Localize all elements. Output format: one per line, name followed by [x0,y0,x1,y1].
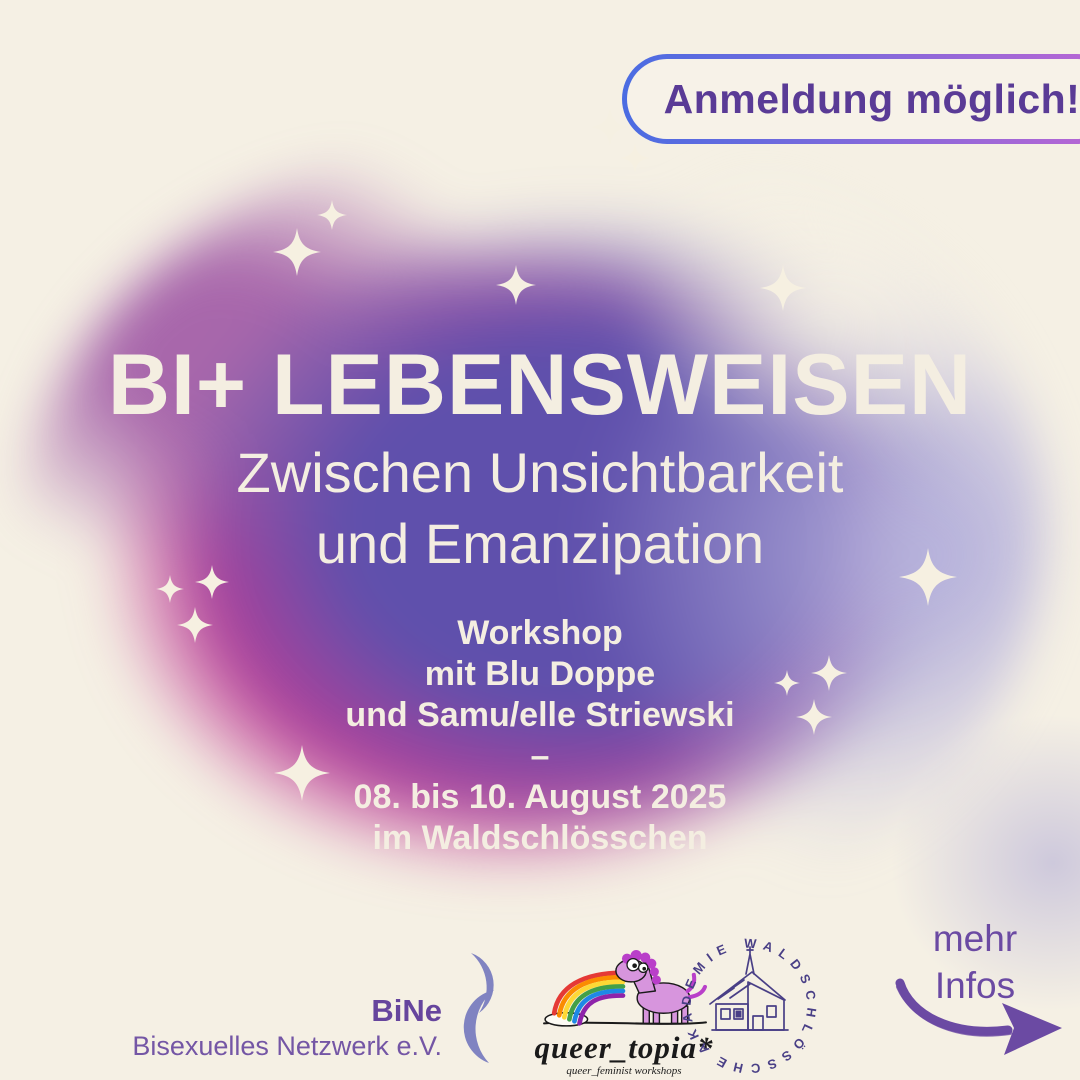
sparkle-icon [274,745,330,801]
house-icon [709,946,789,1031]
sparkle-icon [496,265,536,305]
queer-topia-logo: queer_topia* queer_feminist workshops [530,950,718,1077]
more-info-line-1: mehr [932,918,1018,959]
bine-name: BiNe [371,993,442,1028]
sparkle-icon [195,565,229,599]
event-title: BI+ LEBENSWEISEN [107,337,973,433]
details-venue: im Waldschlösschen [372,819,708,857]
sparkle-icon [796,699,832,735]
queer-topia-name: queer_topia* [534,1030,714,1065]
sparkle-icon [273,228,321,276]
waldschloesschen-logo: AKADEMIE WALDSCHLÖSSCHEN [672,932,813,1076]
queer-topia-tagline: queer_feminist workshops [566,1065,682,1077]
details-date: 08. bis 10. August 2025 [353,778,727,816]
house-window [735,1010,742,1018]
brush-arrow-right-icon[interactable] [890,975,1068,1057]
subtitle-line-1: Zwischen Unsichtbarkeit [236,441,844,504]
double-crescent-icon [463,953,494,1063]
sparkle-icon [760,265,806,311]
subtitle-line-2: und Emanzipation [315,512,765,575]
bine-logo-text: BiNe Bisexuelles Netzwerk e.V. [118,993,442,1062]
details-facilitator-1: mit Blu Doppe [424,655,656,693]
sparkle-icon [899,548,957,606]
sparkle-icon [317,200,347,230]
more-info-label[interactable]: mehr Infos [905,915,1045,1009]
sparkle-icon [774,670,800,696]
corner-glow [855,715,1080,1080]
more-info-line-2: Infos [934,965,1016,1006]
details-workshop: Workshop [457,614,623,652]
event-details: Workshop mit Blu Doppe und Samu/elle Str… [0,613,1080,859]
registration-badge-label: Anmeldung möglich! [627,59,1080,139]
details-divider: – [530,737,550,775]
sparkle-icon [156,575,184,603]
sparkle-icon [590,107,630,147]
unicorn-rainbow-icon [543,950,707,1027]
event-subtitle: Zwischen Unsichtbarkeit und Emanzipation [0,437,1080,579]
details-facilitator-2: und Samu/elle Striewski [345,696,735,734]
sparkle-icon [811,655,847,691]
sparkle-icon [620,143,650,173]
bine-subtitle: Bisexuelles Netzwerk e.V. [132,1031,442,1061]
registration-badge[interactable]: Anmeldung möglich! [622,54,1080,144]
sparkle-icon [177,607,213,643]
